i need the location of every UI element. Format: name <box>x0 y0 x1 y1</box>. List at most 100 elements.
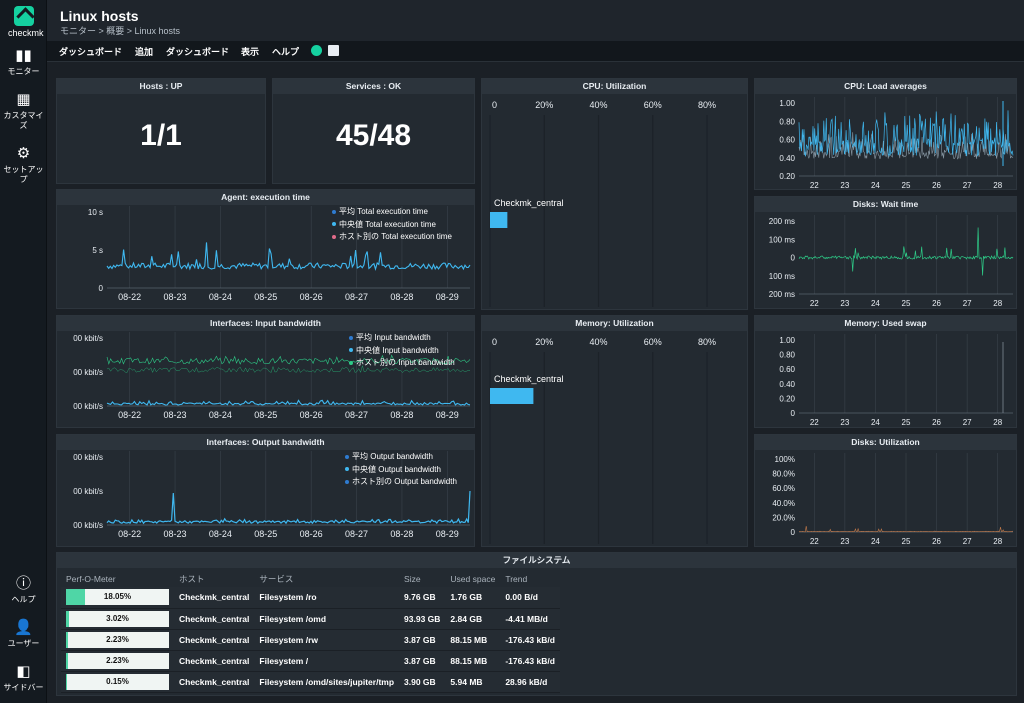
panel-title: Memory: Utilization <box>482 316 747 331</box>
x-tick-label: 24 <box>871 418 880 427</box>
load-1min-series <box>798 110 1014 157</box>
memory-utilization-panel[interactable]: Memory: Utilization 0 20% 40% 60% 80% Checkmk… <box>481 315 748 547</box>
cpu-utilization-chart: 0 20% 40% 60% 80% Checkmk_central <box>489 100 716 307</box>
perf-o-meter[interactable]: 2.23% <box>66 631 169 648</box>
col-size[interactable]: Size <box>404 574 421 584</box>
y-tick-label: 20.0% <box>772 513 795 522</box>
breadcrumb[interactable]: モニター > 概要 > Linux hosts <box>60 26 181 36</box>
table-row[interactable]: 2.23% Checkmk_central Filesystem /3.87 GB 8… <box>61 650 560 672</box>
col-used[interactable]: Used space <box>450 574 496 584</box>
services-count: 45/48 <box>335 119 412 152</box>
table-header-row: Perf-O-Meter ホスト サービス Size Used space Tr… <box>61 571 560 587</box>
used-cell: 2.84 GB <box>445 608 501 630</box>
service-cell[interactable]: Filesystem /omd/sites/jupiter/tmp <box>254 671 400 693</box>
service-cell[interactable]: Filesystem / <box>254 650 400 672</box>
x-tick-label: 20% <box>535 337 553 347</box>
dashboard-menubar: ダッシュボード 追加 ダッシュボード 表示 ヘルプ <box>47 41 1024 64</box>
x-tick-label: 0 <box>492 100 497 110</box>
size-cell: 3.87 GB <box>399 650 446 672</box>
size-cell: 93.93 GB <box>399 608 446 630</box>
table-row[interactable]: 2.23% Checkmk_central Filesystem /rw 3.87 G… <box>61 629 560 651</box>
menu-dashboard-2[interactable]: ダッシュボード <box>166 47 230 57</box>
sidebar-item-setup[interactable]: ⚙ セットアップ <box>0 146 47 185</box>
meter-fill <box>66 589 85 606</box>
input-bandwidth-panel[interactable]: Interfaces: Input bandwidth 08-22 08-23 08… <box>56 315 475 428</box>
x-tick-label: 08-22 <box>118 529 141 539</box>
size-cell: 3.87 GB <box>399 629 446 651</box>
page-icon[interactable] <box>328 45 339 56</box>
trend-cell: -176.43 kB/d <box>500 650 560 672</box>
col-service[interactable]: サービス <box>259 574 294 584</box>
col-perfometer[interactable]: Perf-O-Meter <box>66 574 116 584</box>
y-tick-label: 0.40 <box>779 380 795 389</box>
x-tick-label: 08-25 <box>254 292 277 302</box>
service-cell[interactable]: Filesystem /ro <box>254 587 400 609</box>
agent-execution-panel[interactable]: Agent: execution time 08-22 08-23 08-24 08-… <box>56 189 475 309</box>
meter-label: 2.23% <box>106 634 129 644</box>
host-cell[interactable]: Checkmk_central <box>174 587 255 609</box>
filesystem-panel[interactable]: ファイルシステム Perf-O-Meter ホスト サービス Size Used… <box>56 552 1017 696</box>
theme-icon[interactable] <box>311 45 322 56</box>
table-row[interactable]: 0.15% Checkmk_central Filesystem /omd/site… <box>61 671 560 693</box>
y-tick-label: 80.0% <box>772 470 795 479</box>
col-trend[interactable]: Trend <box>505 574 528 584</box>
x-tick-label: 22 <box>810 181 819 190</box>
output-bw-legend: 平均 Output bandwidth 中央値 Output bandwidth… <box>345 451 457 489</box>
input-median-series <box>106 399 471 406</box>
tile-title: Services : OK <box>273 79 474 94</box>
x-tick-label: 26 <box>932 418 941 427</box>
sidebar-item-help[interactable]: ⓘ ヘルプ <box>0 576 47 605</box>
hosts-up-tile[interactable]: Hosts : UP 1/1 <box>56 78 266 184</box>
x-tick-label: 0 <box>492 337 497 347</box>
bar-host-label: Checkmk_central <box>494 374 564 384</box>
host-cell[interactable]: Checkmk_central <box>174 629 255 651</box>
y-tick-label: 5 s <box>92 246 103 255</box>
legend-item: ホスト別の Total execution time <box>332 231 452 244</box>
legend-label: ホスト別の Output bandwidth <box>352 477 457 486</box>
sidebar-item-customize[interactable]: ▦ カスタマイズ <box>0 92 47 131</box>
perf-o-meter[interactable]: 3.02% <box>66 610 169 627</box>
y-tick-label: 60.0% <box>772 484 795 493</box>
perf-o-meter[interactable]: 18.05% <box>66 589 169 606</box>
table-row[interactable]: 3.02% Checkmk_central Filesystem /omd 93.93… <box>61 608 560 630</box>
cpu-load-panel[interactable]: CPU: Load averages 22 23 24 25 26 27 28 1.00 0.8… <box>754 78 1017 190</box>
disk-utilization-panel[interactable]: Disks: Utilization 22 23 24 25 26 27 28 100% 80.… <box>754 434 1017 547</box>
menu-view[interactable]: 表示 <box>241 47 260 57</box>
used-swap-panel[interactable]: Memory: Used swap 22 23 24 25 26 27 28 1.00 0.80… <box>754 315 1017 428</box>
perfometer-cell: 2.23% <box>61 629 174 651</box>
service-cell[interactable]: Filesystem /omd <box>254 608 400 630</box>
sidebar-item-monitor[interactable]: ▮▮ モニター <box>0 48 47 77</box>
menu-add[interactable]: 追加 <box>135 47 154 57</box>
col-host[interactable]: ホスト <box>179 574 205 584</box>
x-tick-label: 80% <box>698 337 716 347</box>
legend-dot <box>349 360 353 365</box>
perf-o-meter[interactable]: 0.15% <box>66 673 169 690</box>
host-cell[interactable]: Checkmk_central <box>174 650 255 672</box>
host-cell[interactable]: Checkmk_central <box>174 608 255 630</box>
x-tick-label: 08-23 <box>164 529 187 539</box>
host-cell[interactable]: Checkmk_central <box>174 671 255 693</box>
sidebar-item-sidebar[interactable]: ◧ サイドバー <box>0 664 47 693</box>
x-tick-label: 08-28 <box>390 529 413 539</box>
meter-fill <box>66 652 69 669</box>
y-tick-label: 100 ms <box>769 272 795 281</box>
service-cell[interactable]: Filesystem /rw <box>254 629 400 651</box>
disk-wait-panel[interactable]: Disks: Wait time 22 23 24 25 26 27 28 200 ms 100… <box>754 196 1017 309</box>
input-bw-legend: 平均 Input bandwidth 中央値 Input bandwidth ホ… <box>349 332 455 370</box>
perf-o-meter[interactable]: 2.23% <box>66 652 169 669</box>
sidebar-item-user[interactable]: 👤 ユーザー <box>0 620 47 649</box>
services-ok-tile[interactable]: Services : OK 45/48 <box>272 78 475 184</box>
used-swap-chart: 22 23 24 25 26 27 28 1.00 0.80 0.60 0.40 0.20 0 <box>779 334 1013 427</box>
cpu-utilization-panel[interactable]: CPU: Utilization 0 20% 40% 60% 80% Checkmk_ce… <box>481 78 748 310</box>
sidebar-item-label: モニター <box>7 67 40 76</box>
memory-utilization-chart: 0 20% 40% 60% 80% Checkmk_central <box>489 337 716 544</box>
input-host-series-2 <box>106 364 471 374</box>
checkmk-logo[interactable]: checkmk <box>8 6 44 42</box>
sidebar-item-label: ユーザー <box>7 639 40 648</box>
output-bandwidth-panel[interactable]: Interfaces: Output bandwidth 08-22 08-23 0… <box>56 434 475 547</box>
output-median-series <box>106 490 471 525</box>
menu-help[interactable]: ヘルプ <box>272 47 300 57</box>
x-tick-label: 28 <box>993 181 1002 190</box>
table-row[interactable]: 18.05% Checkmk_central Filesystem /ro 9.76 … <box>61 587 560 609</box>
y-tick-label: 00 kbit/s <box>73 334 103 343</box>
